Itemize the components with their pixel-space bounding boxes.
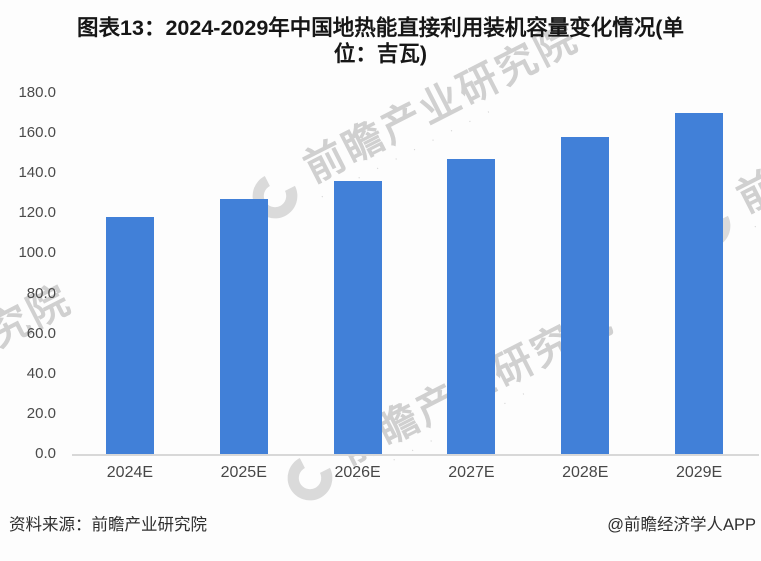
bar-2028E [561, 137, 610, 454]
x-axis-label: 2026E [334, 464, 381, 481]
x-axis-line [72, 454, 759, 456]
bar-2026E [333, 181, 382, 454]
y-axis-tick-label: 0.0 [35, 445, 56, 462]
figure-title-line1: 图表13：2024-2029年中国地热能直接利用装机容量变化情况(单 [77, 16, 684, 40]
x-axis-label: 2025E [220, 464, 267, 481]
y-axis-tick-label: 180.0 [18, 84, 56, 101]
bar-2029E [675, 113, 724, 454]
x-axis-label: 2024E [106, 464, 154, 481]
source-note: 资料来源：前瞻产业研究院 [9, 516, 207, 534]
x-axis-label: 2027E [448, 464, 495, 481]
y-axis-tick-label: 80.0 [26, 284, 56, 302]
figure-title-line2: 位：吉瓦) [333, 42, 428, 66]
figure-title: 图表13：2024-2029年中国地热能直接利用装机容量变化情况(单 位：吉瓦) [0, 15, 761, 67]
bar-2025E [219, 199, 268, 454]
y-axis-tick-label: 60.0 [26, 324, 56, 342]
y-axis-tick-label: 40.0 [26, 364, 56, 382]
y-axis-tick-label: 120.0 [18, 204, 56, 222]
y-axis-tick-label: 100.0 [18, 244, 56, 262]
x-axis-label: 2029E [675, 464, 723, 481]
y-axis-tick-label: 160.0 [18, 124, 56, 142]
app-credit: @前瞻经济学人APP [607, 516, 756, 534]
x-axis-label: 2028E [562, 464, 609, 481]
bar-2027E [447, 159, 496, 454]
y-axis-tick-label: 20.0 [26, 404, 56, 422]
y-axis-tick-label: 140.0 [18, 164, 56, 182]
bar-2024E [105, 217, 154, 454]
